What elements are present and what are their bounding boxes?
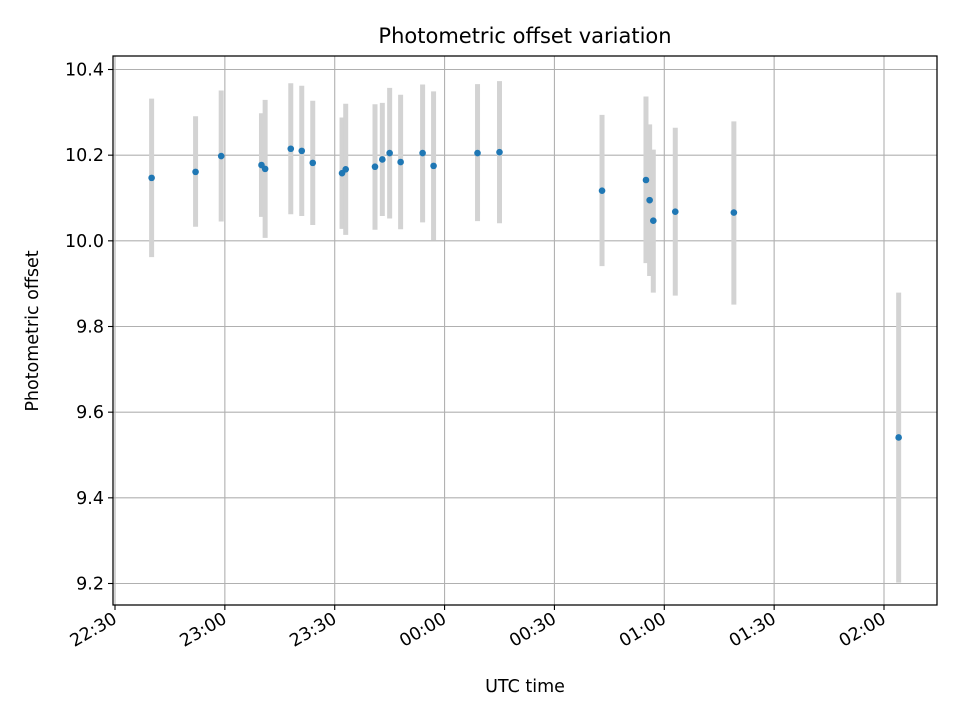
- y-tick-label: 10.0: [65, 232, 104, 252]
- data-point: [646, 196, 653, 204]
- data-point: [730, 209, 738, 216]
- data-point: [217, 152, 225, 160]
- data-point: [650, 217, 657, 225]
- y-tick-label: 10.2: [65, 146, 104, 166]
- data-point: [261, 165, 269, 173]
- data-point: [342, 166, 350, 173]
- data-point: [895, 434, 902, 441]
- y-axis-ticks: 9.2 9.4 9.6 9.8 10.0 10.2 10.4: [65, 61, 113, 595]
- data-point: [192, 168, 199, 176]
- data-point: [397, 158, 404, 166]
- grid: [113, 56, 937, 605]
- chart-title: Photometric offset variation: [378, 24, 671, 48]
- data-point: [371, 163, 379, 171]
- plot-frame: [112, 55, 938, 606]
- data-point: [379, 156, 386, 163]
- data-point: [598, 187, 606, 195]
- data-point: [148, 174, 155, 182]
- data-point: [309, 159, 317, 167]
- data-point: [474, 149, 481, 157]
- data-point: [642, 176, 650, 184]
- y-tick-label: 9.2: [76, 575, 104, 595]
- y-tick-label: 9.8: [76, 318, 104, 338]
- data-point: [298, 147, 306, 155]
- data-point: [419, 149, 426, 157]
- y-tick-label: 9.6: [76, 403, 104, 423]
- data-point: [671, 208, 679, 216]
- data-point: [496, 148, 503, 156]
- data-markers: [148, 145, 902, 441]
- data-point: [386, 149, 393, 157]
- x-axis-label: UTC time: [485, 677, 565, 697]
- data-point: [287, 145, 295, 153]
- y-tick-label: 10.4: [65, 61, 104, 81]
- y-tick-label: 9.4: [76, 489, 104, 509]
- data-point: [430, 162, 437, 170]
- y-axis-label: Photometric offset: [23, 250, 43, 411]
